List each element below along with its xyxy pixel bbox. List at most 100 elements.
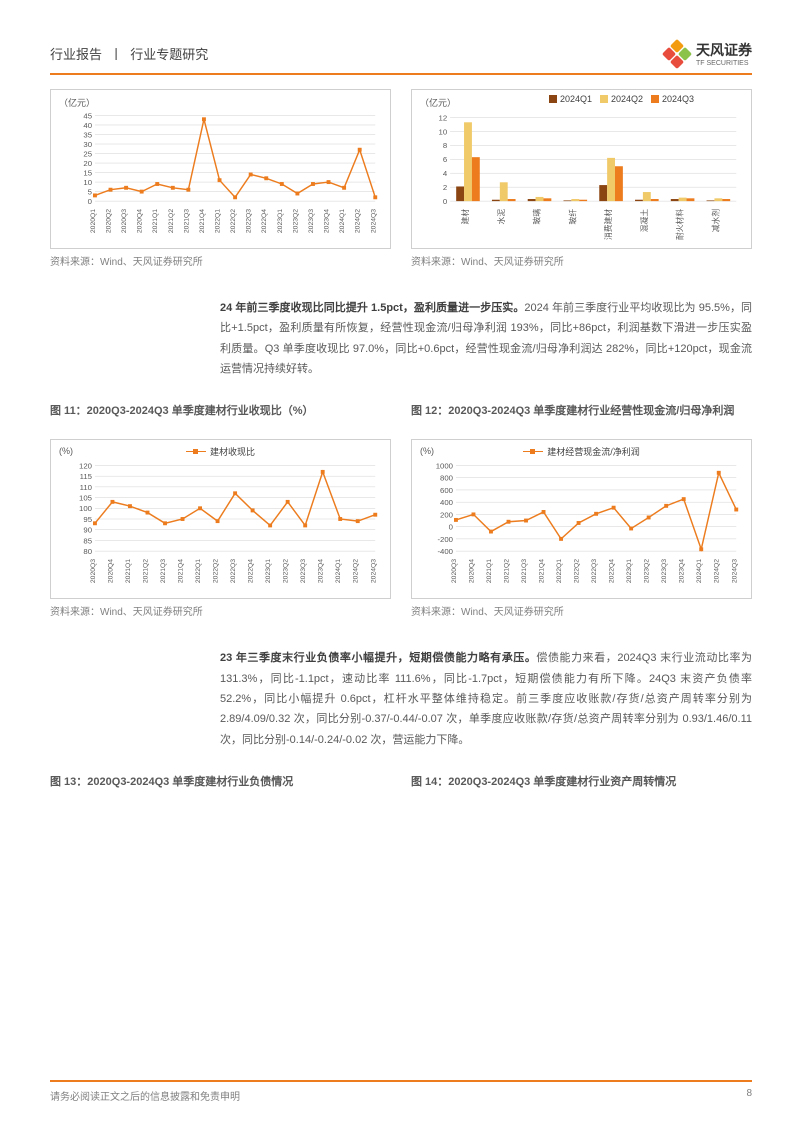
svg-text:建材: 建材 xyxy=(460,209,470,225)
svg-text:6: 6 xyxy=(443,155,447,164)
svg-text:1000: 1000 xyxy=(436,462,454,471)
svg-text:2024Q3: 2024Q3 xyxy=(370,209,377,233)
svg-text:2021Q3: 2021Q3 xyxy=(160,559,167,583)
logo-cn: 天风证券 xyxy=(696,40,752,60)
svg-text:2021Q2: 2021Q2 xyxy=(168,209,175,233)
chart-3-legend: 建材收现比 xyxy=(51,444,390,458)
svg-text:30: 30 xyxy=(83,140,92,149)
svg-text:-400: -400 xyxy=(437,547,453,556)
svg-text:15: 15 xyxy=(83,168,92,177)
footer-disclaimer: 请务必阅读正文之后的信息披露和免责申明 xyxy=(50,1088,240,1103)
svg-text:减水剂: 减水剂 xyxy=(710,209,720,233)
svg-text:2021Q2: 2021Q2 xyxy=(143,559,150,583)
chart-6-title: 图 14：2020Q3-2024Q3 单季度建材行业资产周转情况 xyxy=(411,774,752,806)
svg-text:0: 0 xyxy=(449,523,454,532)
svg-text:2023Q3: 2023Q3 xyxy=(308,209,315,233)
svg-text:2020Q2: 2020Q2 xyxy=(106,209,113,233)
logo-flower-icon xyxy=(664,41,690,67)
svg-text:2022Q3: 2022Q3 xyxy=(591,559,598,583)
svg-text:2021Q3: 2021Q3 xyxy=(521,559,528,583)
svg-text:2022Q4: 2022Q4 xyxy=(609,559,616,583)
chart-2-source: 资料来源：Wind、天风证券研究所 xyxy=(411,253,752,268)
svg-text:2020Q4: 2020Q4 xyxy=(468,559,475,583)
chart-4-legend: 建材经营现金流/净利润 xyxy=(412,444,751,458)
svg-text:0: 0 xyxy=(443,197,448,206)
svg-text:2020Q3: 2020Q3 xyxy=(451,559,458,583)
paragraph-1: 24 年前三季度收现比同比提升 1.5pct，盈利质量进一步压实。2024 年前… xyxy=(220,298,752,379)
svg-text:2023Q4: 2023Q4 xyxy=(679,559,686,583)
paragraph-2: 23 年三季度末行业负债率小幅提升，短期偿债能力略有承压。偿债能力来看，2024… xyxy=(220,648,752,750)
svg-text:100: 100 xyxy=(79,505,93,514)
svg-text:2022Q1: 2022Q1 xyxy=(195,559,202,583)
svg-text:4: 4 xyxy=(443,169,448,178)
svg-text:2024Q1: 2024Q1 xyxy=(335,559,342,583)
svg-text:40: 40 xyxy=(83,121,92,130)
svg-text:2021Q2: 2021Q2 xyxy=(504,559,511,583)
svg-text:2023Q3: 2023Q3 xyxy=(661,559,668,583)
svg-text:0: 0 xyxy=(88,197,93,206)
svg-text:2021Q4: 2021Q4 xyxy=(199,209,206,233)
svg-text:80: 80 xyxy=(83,547,92,556)
svg-text:2024Q1: 2024Q1 xyxy=(696,559,703,583)
svg-text:2022Q2: 2022Q2 xyxy=(230,209,237,233)
svg-text:2: 2 xyxy=(443,183,447,192)
svg-text:2020Q4: 2020Q4 xyxy=(107,559,114,583)
svg-text:95: 95 xyxy=(83,515,92,524)
svg-text:2022Q2: 2022Q2 xyxy=(213,559,220,583)
svg-text:115: 115 xyxy=(80,472,92,481)
svg-text:2021Q1: 2021Q1 xyxy=(486,559,493,583)
svg-text:90: 90 xyxy=(83,526,92,535)
chart-2-legend: 2024Q12024Q22024Q3 xyxy=(492,94,751,105)
chart-4-source: 资料来源：Wind、天风证券研究所 xyxy=(411,603,752,618)
svg-text:2022Q3: 2022Q3 xyxy=(230,559,237,583)
svg-text:-200: -200 xyxy=(437,535,453,544)
svg-text:105: 105 xyxy=(79,494,92,503)
chart-4-line: (%) 建材经营现金流/净利润 -400-2000200400600800100… xyxy=(411,439,752,599)
chart-3-source: 资料来源：Wind、天风证券研究所 xyxy=(50,603,391,618)
svg-text:2022Q1: 2022Q1 xyxy=(215,209,222,233)
svg-text:2024Q2: 2024Q2 xyxy=(714,559,721,583)
svg-text:8: 8 xyxy=(443,141,447,150)
svg-text:110: 110 xyxy=(80,483,93,492)
svg-text:2023Q4: 2023Q4 xyxy=(318,559,325,583)
svg-text:2021Q4: 2021Q4 xyxy=(178,559,185,583)
footer-page-number: 8 xyxy=(746,1088,752,1103)
chart-2-bar: （亿元） 2024Q12024Q22024Q3 024681012建材水泥玻璃玻… xyxy=(411,89,752,249)
svg-text:混凝土: 混凝土 xyxy=(639,209,649,233)
svg-text:2022Q2: 2022Q2 xyxy=(574,559,581,583)
svg-text:800: 800 xyxy=(440,474,454,483)
svg-text:2024Q3: 2024Q3 xyxy=(731,559,738,583)
header-section: 行业报告 xyxy=(50,47,102,62)
chart-1-source: 资料来源：Wind、天风证券研究所 xyxy=(50,253,391,268)
svg-text:2020Q1: 2020Q1 xyxy=(90,209,97,233)
svg-text:400: 400 xyxy=(440,498,454,507)
svg-text:2021Q3: 2021Q3 xyxy=(183,209,190,233)
svg-text:2023Q2: 2023Q2 xyxy=(292,209,299,233)
svg-text:2022Q4: 2022Q4 xyxy=(248,559,255,583)
header-topic: 行业专题研究 xyxy=(130,47,208,62)
logo-en: TF SECURITIES xyxy=(696,60,752,67)
svg-text:2020Q3: 2020Q3 xyxy=(90,559,97,583)
svg-text:水泥: 水泥 xyxy=(496,209,506,225)
svg-text:2023Q3: 2023Q3 xyxy=(300,559,307,583)
svg-text:玻璃: 玻璃 xyxy=(532,209,542,225)
svg-text:2022Q3: 2022Q3 xyxy=(246,209,253,233)
svg-text:2023Q1: 2023Q1 xyxy=(265,559,272,583)
svg-text:200: 200 xyxy=(440,511,454,520)
svg-text:5: 5 xyxy=(88,188,92,197)
svg-text:2024Q1: 2024Q1 xyxy=(339,209,346,233)
svg-text:2023Q1: 2023Q1 xyxy=(626,559,633,583)
svg-text:2020Q3: 2020Q3 xyxy=(121,209,128,233)
chart-4-title: 图 12：2020Q3-2024Q3 单季度建材行业经营性现金流/归母净利润 xyxy=(411,403,752,435)
svg-text:耐火材料: 耐火材料 xyxy=(675,209,685,240)
chart-5-title: 图 13：2020Q3-2024Q3 单季度建材行业负债情况 xyxy=(50,774,391,806)
svg-text:85: 85 xyxy=(83,537,92,546)
svg-text:玻纤: 玻纤 xyxy=(567,209,577,225)
page-footer: 请务必阅读正文之后的信息披露和免责申明 8 xyxy=(50,1080,752,1103)
svg-text:10: 10 xyxy=(83,178,92,187)
svg-text:2023Q2: 2023Q2 xyxy=(644,559,651,583)
company-logo: 天风证券 TF SECURITIES xyxy=(664,40,752,67)
svg-text:2022Q1: 2022Q1 xyxy=(556,559,563,583)
svg-text:12: 12 xyxy=(439,113,448,122)
svg-text:10: 10 xyxy=(439,127,448,136)
